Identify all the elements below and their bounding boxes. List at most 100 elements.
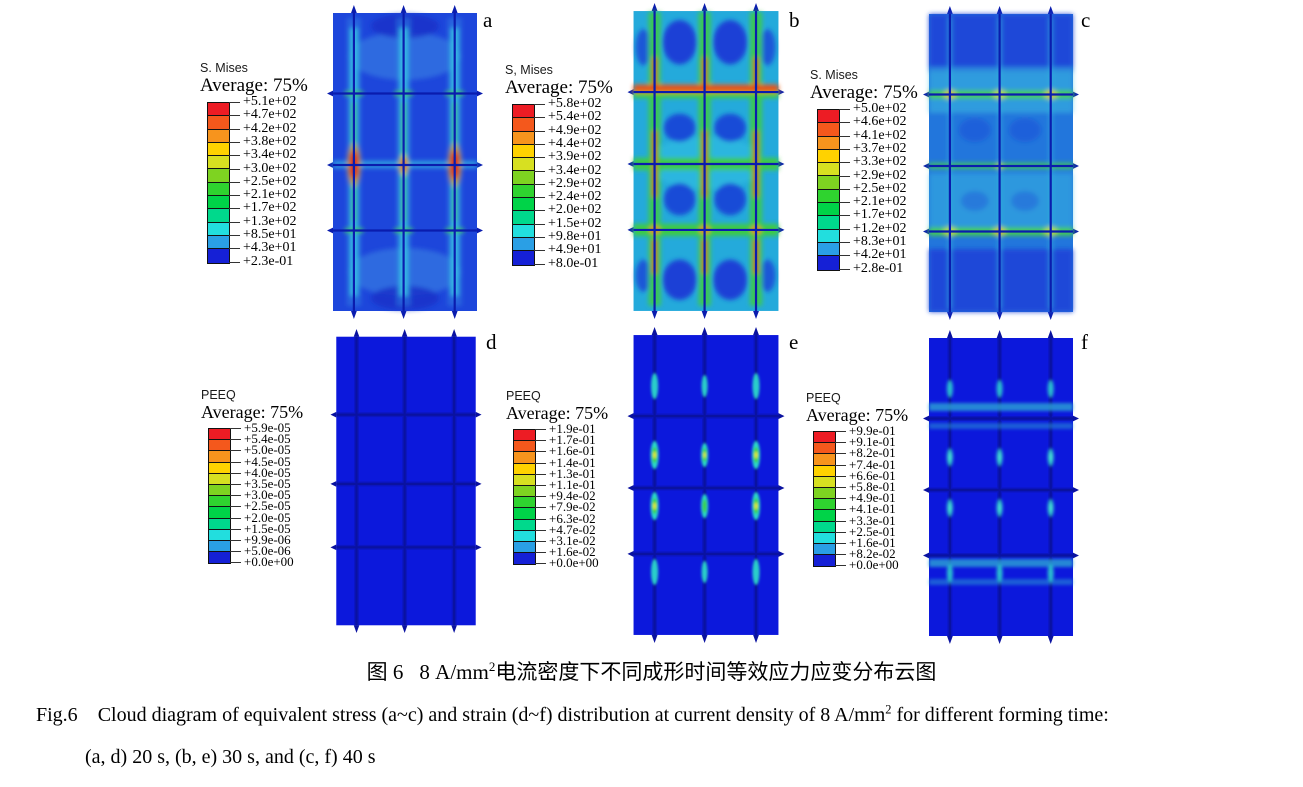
colorbar-tick-label: +9.1e-01 (849, 434, 896, 450)
colorbar-band (514, 430, 535, 442)
colorbar-band (208, 182, 229, 197)
colorbar-band (818, 149, 839, 164)
colorbar-tick-label: +5.8e+02 (548, 96, 602, 111)
colorbar-band (818, 216, 839, 230)
colorbar-tick-label: +4.2e+02 (243, 120, 297, 136)
colorbar-band (208, 129, 229, 143)
colorbar-band (513, 237, 534, 252)
colorbar-tick (230, 450, 241, 452)
colorbar-tick-label: +2.9e+02 (853, 167, 907, 183)
colorbar-band (208, 142, 229, 157)
colorbar-band (513, 184, 534, 199)
colorbar-tick (230, 484, 241, 485)
colorbar-band (209, 552, 230, 564)
colorbar-band (209, 462, 230, 474)
colorbar-tick (839, 162, 850, 164)
legend-variable-a: S. Mises (200, 61, 248, 75)
colorbar-tick-label: +2.0e+02 (548, 202, 602, 218)
colorbar-tick (534, 170, 545, 172)
colorbar-tick-label: +4.1e-01 (849, 501, 896, 517)
panel-f-plot (923, 330, 1079, 644)
rib-lines (929, 14, 1073, 312)
colorbar-tick-label: +2.9e+02 (548, 175, 602, 191)
colorbar-tick-label: +4.9e-01 (849, 490, 896, 506)
colorbar-tick (839, 109, 850, 110)
colorbar-tick (835, 565, 846, 567)
colorbar-bands (208, 428, 231, 565)
colorbar-band (513, 131, 534, 145)
colorbar-tick-label: +1.9e-01 (549, 421, 596, 436)
colorbar-tick (835, 509, 846, 511)
colorbar-tick (229, 261, 240, 263)
colorbar-tick (835, 431, 846, 432)
colorbar-band (208, 169, 229, 183)
caption-en-superscript: 2 (885, 702, 892, 717)
colorbar-tick-label: +1.7e+02 (853, 207, 907, 223)
colorbar-tick-label: +6.6e-01 (849, 467, 896, 483)
colorbar-tick-label: +0.0e+00 (549, 555, 599, 571)
colorbar-tick-label: +3.7e+02 (853, 140, 907, 156)
colorbar-tick (230, 517, 241, 519)
colorbar-band (514, 519, 535, 531)
colorbar-tick (835, 531, 846, 533)
colorbar-band (514, 485, 535, 498)
colorbar-tick (839, 175, 850, 177)
colorbar-tick-label: +3.4e+02 (548, 162, 602, 178)
colorbar-band (209, 440, 230, 452)
colorbar-tick-label: +1.6e-02 (549, 544, 596, 560)
panel-d-plot (330, 328, 482, 634)
legend-panel-b: S, Mises Average: 75% +5.8e+02 +5.4e+02 +4… (505, 63, 622, 271)
colorbar-bands (207, 102, 230, 264)
legend-average-d: Average: 75% (201, 402, 304, 422)
colorbar-band (514, 508, 535, 520)
rib-lines (333, 13, 477, 311)
colorbar-tick-label: +4.2e+01 (853, 247, 907, 263)
panel-letter-d: d (486, 330, 497, 354)
colorbar-band (209, 496, 230, 508)
colorbar-tick-label: +5.4e+02 (548, 109, 602, 125)
colorbar-band (814, 465, 835, 477)
colorbar-tick (535, 563, 546, 565)
colorbar-tick (534, 104, 545, 105)
caption-zh-superscript: 2 (488, 659, 496, 674)
colorbar-tick-label: +0.0e+00 (849, 557, 899, 573)
colorbar-tick (839, 135, 850, 137)
colorbar-tick (534, 210, 545, 212)
colorbar-tick (835, 554, 846, 556)
colorbar-band (514, 553, 535, 565)
colorbar-band (208, 103, 229, 117)
colorbar-tick (835, 543, 846, 544)
colorbar-tick-label: +4.7e+02 (243, 107, 297, 123)
colorbar-tick-label: +9.4e-02 (549, 488, 596, 504)
colorbar-tick (535, 429, 546, 430)
colorbar-tick-label: +5.8e-01 (849, 479, 896, 494)
colorbar-band (209, 518, 230, 530)
panel-letter-e: e (789, 330, 799, 354)
colorbar-band (208, 156, 229, 170)
colorbar-tick-label: +3.4e+02 (243, 147, 297, 163)
panel-b-plot (627, 3, 785, 319)
colorbar-tick-label: +1.2e+02 (853, 220, 907, 236)
colorbar-band (208, 249, 229, 263)
colorbar-tick-label: +1.3e+02 (243, 213, 297, 229)
colorbar-tick (230, 472, 241, 474)
colorbar-tick (230, 540, 241, 541)
colorbar-tick (839, 215, 850, 217)
colorbar-band (209, 507, 230, 519)
colorbar-tick (229, 221, 240, 223)
colorbar-tick-label: +1.7e-01 (549, 432, 596, 448)
colorbar-tick-label: +2.4e+02 (548, 189, 602, 205)
colorbar-band (818, 256, 839, 270)
colorbar-band (814, 555, 835, 567)
colorbar-tick-label: +5.9e-05 (244, 420, 291, 435)
colorbar-tick-label: +1.6e-01 (549, 443, 596, 459)
colorbar-tick-label: +9.9e-01 (849, 423, 896, 438)
rib-lines (929, 338, 1073, 636)
colorbar-band (209, 429, 230, 441)
colorbar-tick (229, 181, 240, 183)
colorbar-tick-label: +9.9e-06 (244, 532, 291, 547)
colorbar-tick (534, 223, 545, 225)
colorbar-tick-label: +2.5e+02 (853, 180, 907, 196)
legend-variable-d: PEEQ (201, 388, 236, 402)
